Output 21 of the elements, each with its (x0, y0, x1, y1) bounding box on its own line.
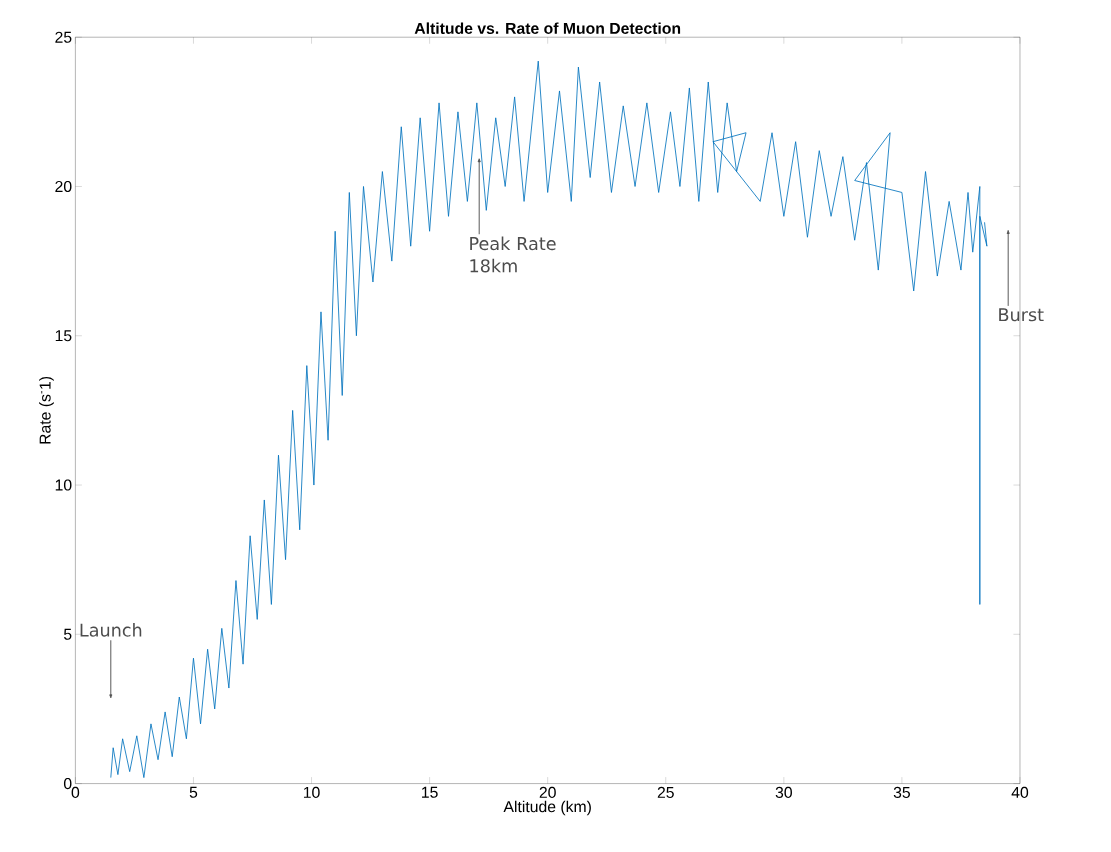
y-tick-label: 25 (55, 31, 72, 44)
x-tick-label: 5 (189, 787, 198, 799)
y-tick-label: 20 (55, 181, 72, 193)
y-tick-label: 0 (63, 778, 72, 790)
y-axis-title: Rate (s$^{-}$1) (39, 377, 54, 444)
x-tick-label: 15 (422, 787, 438, 799)
x-tick-label: 30 (775, 787, 792, 799)
x-tick-label: 20 (539, 787, 556, 799)
chart-title: Altitude vs. Rate of Muon Detection (414, 22, 681, 35)
x-tick-label: 40 (1011, 787, 1029, 799)
x-tick-label: 10 (303, 787, 320, 799)
y-tick-label: 10 (55, 479, 72, 491)
annotation: Burst (999, 308, 1044, 322)
y-tick-label: 5 (63, 629, 72, 641)
annotation: Peak Rate 18km (470, 236, 556, 273)
x-axis-title: Altitude (km) (503, 800, 591, 816)
y-tick-label: 15 (55, 330, 72, 342)
x-tick-label: 35 (893, 787, 910, 799)
x-tick-label: 25 (657, 787, 674, 799)
annotation: Launch (80, 623, 142, 637)
x-tick-label: 0 (71, 787, 80, 799)
